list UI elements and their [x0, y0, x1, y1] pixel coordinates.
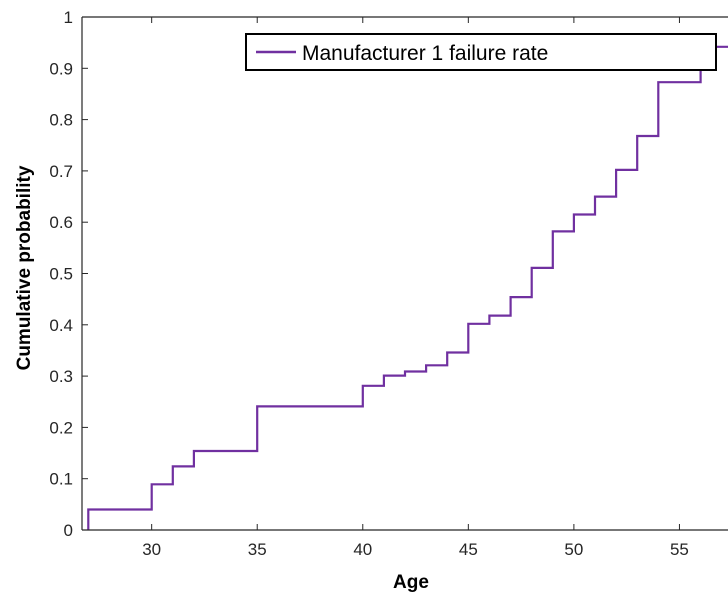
legend-label: Manufacturer 1 failure rate — [302, 42, 548, 65]
legend: Manufacturer 1 failure rate — [245, 33, 717, 71]
y-tick-label: 0.5 — [49, 265, 73, 284]
y-tick-label: 0.7 — [49, 162, 73, 181]
y-tick-label: 0.4 — [49, 316, 73, 335]
x-tick-label: 50 — [564, 540, 583, 559]
axes: 0 0.1 0.2 0.3 0.4 0.5 0.6 0.7 0.8 0.9 1 30 35 40 45 50 5… — [49, 8, 728, 559]
y-tick-label: 0 — [64, 521, 73, 540]
y-tick-label: 0.9 — [49, 59, 73, 78]
x-tick-label: 45 — [459, 540, 478, 559]
y-tick-label: 0.1 — [49, 470, 73, 489]
series-line — [87, 45, 728, 530]
x-tick-label: 40 — [353, 540, 372, 559]
y-tick-label: 0.8 — [49, 111, 73, 130]
y-tick-label: 0.2 — [49, 418, 73, 437]
x-tick-label: 55 — [670, 540, 689, 559]
x-axis-title: Age — [393, 572, 429, 593]
y-tick-label: 1 — [64, 8, 73, 27]
y-axis-title: Cumulative probability — [14, 165, 35, 370]
y-tick-label: 0.6 — [49, 213, 73, 232]
y-tick-label: 0.3 — [49, 367, 73, 386]
x-tick-label: 30 — [142, 540, 161, 559]
legend-box — [245, 33, 717, 71]
x-tick-label: 35 — [248, 540, 267, 559]
plot-area — [87, 45, 728, 530]
